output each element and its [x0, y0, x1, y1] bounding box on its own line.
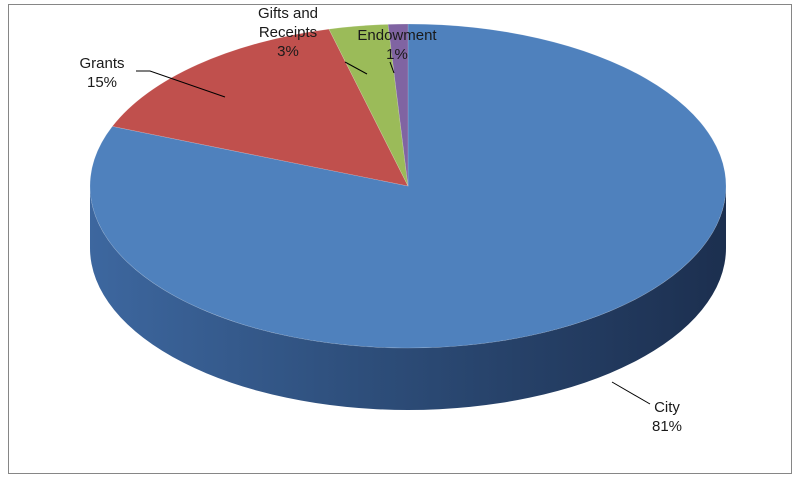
- data-label-city: City 81%: [652, 399, 682, 435]
- pie-slice-grants: [111, 28, 409, 187]
- leader-line-city: [611, 381, 651, 405]
- data-label-grants: Grants 15%: [79, 55, 124, 91]
- pie-slice-city: [89, 23, 727, 349]
- leader-line-endowment: [389, 61, 395, 74]
- pie-side-city: [90, 186, 726, 410]
- data-label-value-city: 81%: [652, 418, 682, 435]
- leader-line-grants: [136, 70, 226, 98]
- data-label-value-grants: 15%: [87, 74, 117, 91]
- data-label-value-gifts-and-receipts: 3%: [277, 43, 299, 60]
- leader-line-gifts-and-receipts: [344, 61, 368, 75]
- data-label-gifts-and-receipts: Gifts and Receipts 3%: [258, 5, 318, 60]
- data-label-value-endowment: 1%: [386, 46, 408, 63]
- pie-slice-gifts-and-receipts: [328, 24, 409, 187]
- pie-slice-endowment: [387, 23, 409, 187]
- data-label-endowment: Endowment 1%: [357, 27, 437, 63]
